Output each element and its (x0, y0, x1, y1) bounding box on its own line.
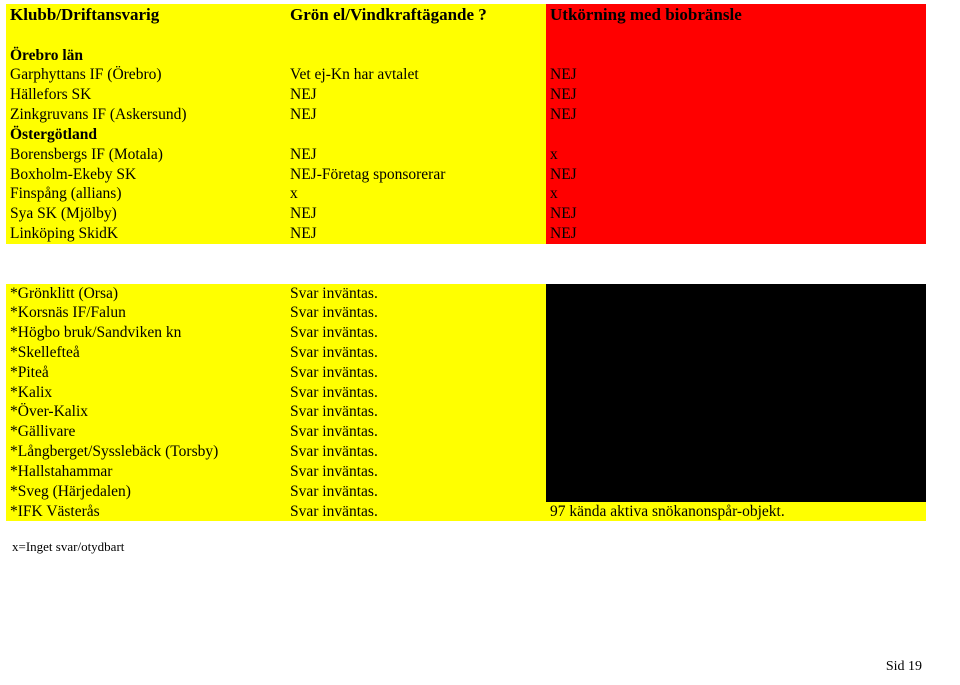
section-label: Örebro län (6, 46, 286, 66)
cell-klubb: *IFK Västerås (6, 502, 286, 522)
cell-bio: NEJ (546, 105, 926, 125)
table-row: *Korsnäs IF/Falun Svar inväntas. (6, 303, 926, 323)
cell-klubb: Garphyttans IF (Örebro) (6, 65, 286, 85)
cell-gron: NEJ (286, 204, 546, 224)
cell-bio (546, 383, 926, 403)
cell-klubb: *Piteå (6, 363, 286, 383)
cell-klubb: Boxholm-Ekeby SK (6, 165, 286, 185)
table-row: *Grönklitt (Orsa) Svar inväntas. (6, 284, 926, 304)
table-row: *Kalix Svar inväntas. (6, 383, 926, 403)
spacer-row (6, 264, 926, 284)
cell-bio: NEJ (546, 224, 926, 244)
cell-bio (546, 323, 926, 343)
cell-gron: Svar inväntas. (286, 422, 546, 442)
data-table: Klubb/Driftansvarig Grön el/Vindkraftäga… (6, 4, 926, 521)
cell-bio (546, 442, 926, 462)
table-row: *Högbo bruk/Sandviken kn Svar inväntas. (6, 323, 926, 343)
cell-bio (546, 402, 926, 422)
table-row: *IFK Västerås Svar inväntas. 97 kända ak… (6, 502, 926, 522)
cell-klubb: *Högbo bruk/Sandviken kn (6, 323, 286, 343)
cell-klubb: Zinkgruvans IF (Askersund) (6, 105, 286, 125)
table-row: Borensbergs IF (Motala) NEJ x (6, 145, 926, 165)
cell-bio: x (546, 184, 926, 204)
section-row-orebro: Örebro län (6, 46, 926, 66)
cell-klubb: *Korsnäs IF/Falun (6, 303, 286, 323)
table-row: Garphyttans IF (Örebro) Vet ej-Kn har av… (6, 65, 926, 85)
table-row: *Långberget/Sysslebäck (Torsby) Svar inv… (6, 442, 926, 462)
cell-gron: x (286, 184, 546, 204)
cell-gron: NEJ (286, 145, 546, 165)
cell-bio: x (546, 145, 926, 165)
table-row: Zinkgruvans IF (Askersund) NEJ NEJ (6, 105, 926, 125)
section-row-ostergotland: Östergötland (6, 125, 926, 145)
cell-gron: Svar inväntas. (286, 284, 546, 304)
cell-klubb: *Kalix (6, 383, 286, 403)
cell-gron: NEJ (286, 105, 546, 125)
cell-bio (546, 363, 926, 383)
spacer-row (6, 26, 926, 46)
cell-gron: Svar inväntas. (286, 363, 546, 383)
spacer-row (6, 244, 926, 264)
cell-klubb: *Skellefteå (6, 343, 286, 363)
table-header-row: Klubb/Driftansvarig Grön el/Vindkraftäga… (6, 4, 926, 26)
cell-bio: NEJ (546, 85, 926, 105)
cell-gron: Svar inväntas. (286, 402, 546, 422)
table-row: *Över-Kalix Svar inväntas. (6, 402, 926, 422)
cell-bio: 97 kända aktiva snökanonspår-objekt. (546, 502, 926, 522)
table-row: *Hallstahammar Svar inväntas. (6, 462, 926, 482)
table-row: *Piteå Svar inväntas. (6, 363, 926, 383)
cell-gron: Vet ej-Kn har avtalet (286, 65, 546, 85)
header-col3: Utkörning med biobränsle (546, 4, 926, 26)
cell-klubb: *Långberget/Sysslebäck (Torsby) (6, 442, 286, 462)
cell-bio: NEJ (546, 65, 926, 85)
cell-bio (546, 482, 926, 502)
page-number: Sid 19 (886, 659, 922, 675)
cell-bio (546, 284, 926, 304)
cell-klubb: *Hallstahammar (6, 462, 286, 482)
cell-klubb: Linköping SkidK (6, 224, 286, 244)
cell-gron: Svar inväntas. (286, 462, 546, 482)
cell-gron: NEJ (286, 224, 546, 244)
table-row: Linköping SkidK NEJ NEJ (6, 224, 926, 244)
header-col1: Klubb/Driftansvarig (6, 4, 286, 26)
cell-bio (546, 462, 926, 482)
cell-klubb: Borensbergs IF (Motala) (6, 145, 286, 165)
cell-gron: Svar inväntas. (286, 343, 546, 363)
cell-klubb: Hällefors SK (6, 85, 286, 105)
cell-gron: Svar inväntas. (286, 442, 546, 462)
cell-bio (546, 422, 926, 442)
table-row: Boxholm-Ekeby SK NEJ-Företag sponsorerar… (6, 165, 926, 185)
cell-klubb: *Grönklitt (Orsa) (6, 284, 286, 304)
cell-gron: Svar inväntas. (286, 323, 546, 343)
table-row: *Sveg (Härjedalen) Svar inväntas. (6, 482, 926, 502)
cell-klubb: *Över-Kalix (6, 402, 286, 422)
table-row: Hällefors SK NEJ NEJ (6, 85, 926, 105)
cell-bio (546, 343, 926, 363)
cell-klubb: Sya SK (Mjölby) (6, 204, 286, 224)
section-label: Östergötland (6, 125, 286, 145)
cell-bio (546, 303, 926, 323)
table-row: *Gällivare Svar inväntas. (6, 422, 926, 442)
cell-gron: NEJ-Företag sponsorerar (286, 165, 546, 185)
cell-klubb: *Gällivare (6, 422, 286, 442)
cell-klubb: *Sveg (Härjedalen) (6, 482, 286, 502)
table-row: Finspång (allians) x x (6, 184, 926, 204)
header-col2: Grön el/Vindkraftägande ? (286, 4, 546, 26)
cell-gron: Svar inväntas. (286, 482, 546, 502)
table-row: *Skellefteå Svar inväntas. (6, 343, 926, 363)
table-row: Sya SK (Mjölby) NEJ NEJ (6, 204, 926, 224)
cell-gron: Svar inväntas. (286, 303, 546, 323)
cell-gron: Svar inväntas. (286, 383, 546, 403)
cell-klubb: Finspång (allians) (6, 184, 286, 204)
legend-text: x=Inget svar/otydbart (6, 521, 954, 555)
cell-gron: Svar inväntas. (286, 502, 546, 522)
cell-gron: NEJ (286, 85, 546, 105)
cell-bio: NEJ (546, 204, 926, 224)
cell-bio: NEJ (546, 165, 926, 185)
